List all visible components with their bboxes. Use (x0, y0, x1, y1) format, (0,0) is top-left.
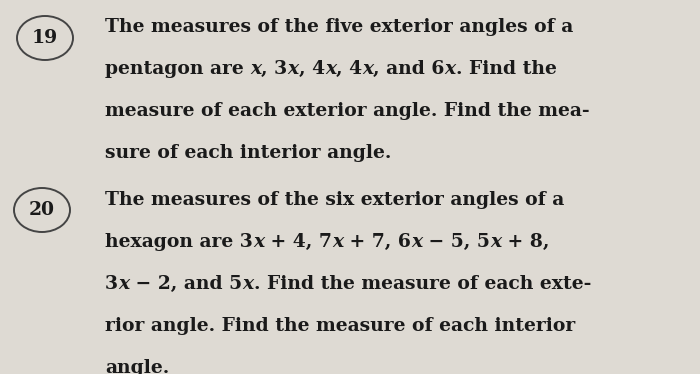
Text: x: x (444, 60, 456, 78)
Text: , 3: , 3 (261, 60, 288, 78)
Text: + 7, 6: + 7, 6 (343, 233, 411, 251)
Text: hexagon are 3: hexagon are 3 (105, 233, 253, 251)
Text: − 2, and 5: − 2, and 5 (130, 275, 242, 293)
Text: . Find the: . Find the (456, 60, 556, 78)
Text: , 4: , 4 (299, 60, 325, 78)
Text: 3: 3 (105, 275, 118, 293)
Text: 19: 19 (32, 29, 58, 47)
Text: x: x (251, 60, 261, 78)
Text: − 5, 5: − 5, 5 (422, 233, 490, 251)
Text: The measures of the five exterior angles of a: The measures of the five exterior angles… (105, 18, 573, 36)
Text: x: x (362, 60, 373, 78)
Text: x: x (253, 233, 264, 251)
Text: + 8,: + 8, (501, 233, 550, 251)
Text: x: x (242, 275, 253, 293)
Text: rior angle. Find the measure of each interior: rior angle. Find the measure of each int… (105, 317, 575, 335)
Text: x: x (325, 60, 336, 78)
Text: x: x (118, 275, 130, 293)
Text: angle.: angle. (105, 359, 169, 374)
Text: x: x (490, 233, 501, 251)
Text: , 4: , 4 (336, 60, 362, 78)
Text: x: x (411, 233, 422, 251)
Text: x: x (332, 233, 343, 251)
Text: . Find the measure of each exte-: . Find the measure of each exte- (253, 275, 591, 293)
Text: 20: 20 (29, 201, 55, 219)
Text: The measures of the six exterior angles of a: The measures of the six exterior angles … (105, 191, 564, 209)
Text: , and 6: , and 6 (373, 60, 444, 78)
Text: sure of each interior angle.: sure of each interior angle. (105, 144, 391, 162)
Text: x: x (288, 60, 299, 78)
Text: measure of each exterior angle. Find the mea-: measure of each exterior angle. Find the… (105, 102, 589, 120)
Text: pentagon are: pentagon are (105, 60, 251, 78)
Text: + 4, 7: + 4, 7 (264, 233, 332, 251)
